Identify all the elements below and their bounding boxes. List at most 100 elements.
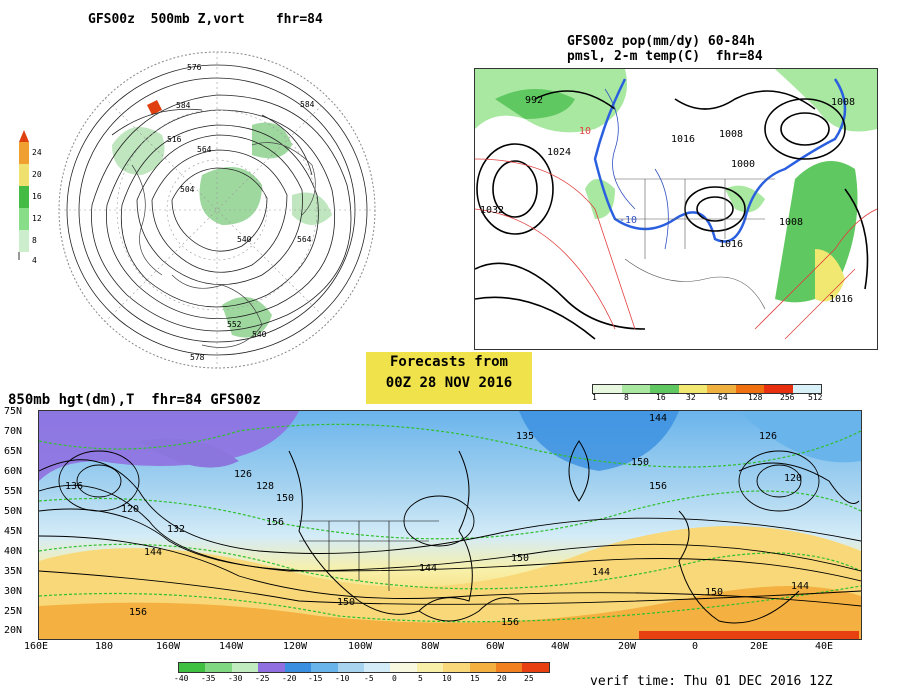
panel-pop-title-line1: GFS00z pop(mm/dy) 60-84h [567, 34, 755, 49]
isobar-label: 1024 [547, 147, 572, 158]
temp-tick: -20 [282, 674, 297, 683]
temp-colorbar-ticks: -40 -35 -30 -25 -20 -15 -10 -5 0 5 10 15… [168, 674, 568, 684]
temp-tick: -35 [201, 674, 216, 683]
lat-label: 20N [4, 625, 23, 636]
temp-tick: 15 [470, 674, 480, 683]
lat-label: 65N [4, 446, 23, 457]
lon-label: 20E [750, 641, 769, 652]
contour-label: 564 [297, 235, 312, 244]
lat-label: 25N [4, 606, 23, 617]
lon-label: 60W [486, 641, 505, 652]
hgt-label: 126 [759, 431, 778, 442]
hgt-label: 120 [784, 473, 803, 484]
lon-label: 40W [551, 641, 570, 652]
panel-500mb-title: GFS00z 500mb Z,vort fhr=84 [88, 12, 323, 27]
contour-label: 552 [227, 320, 242, 329]
pop-tick: 128 [748, 393, 763, 402]
panel-850mb-title: 850mb hgt(dm),T fhr=84 GFS00z [8, 392, 261, 408]
temp-colorbar-segment [337, 663, 364, 672]
isobar-label: 1016 [719, 239, 744, 250]
temp-tick: -15 [308, 674, 323, 683]
temp-colorbar-segment [179, 663, 206, 672]
panel-pop-title-line2: pmsl, 2-m temp(C) fhr=84 [567, 49, 763, 64]
lat-label: 70N [4, 426, 23, 437]
hgt-label: 144 [592, 567, 611, 578]
temp-tick: -10 [335, 674, 350, 683]
hgt-label: 128 [256, 481, 275, 492]
temp-colorbar-segment [416, 663, 444, 672]
temp-colorbar-segment [258, 663, 285, 672]
lon-axis: 160E 180 160W 140W 120W 100W 80W 60W 40W… [0, 641, 900, 655]
lat-label: 50N [4, 506, 23, 517]
vort-tick: 20 [32, 170, 42, 179]
pop-tick: 256 [780, 393, 795, 402]
isobar-label: 1016 [829, 294, 854, 305]
contour-label: 578 [190, 353, 205, 362]
contour-label: 540 [252, 330, 267, 339]
pop-colorbar [592, 384, 822, 394]
hgt-label: 150 [511, 553, 530, 564]
pop-tick: 8 [624, 393, 629, 402]
temp-label: 10 [579, 126, 592, 137]
temp-tick: 25 [524, 674, 534, 683]
pop-colorbar-segment [593, 385, 622, 393]
temp-tick: -25 [255, 674, 270, 683]
lat-label: 35N [4, 566, 23, 577]
hgt-label: 144 [791, 581, 810, 592]
hgt-label: 150 [337, 597, 356, 608]
banner-line1: Forecasts from [389, 354, 508, 370]
contour-label: 576 [187, 63, 202, 72]
pop-colorbar-ticks: 1 8 16 32 64 128 256 512 [592, 393, 823, 403]
lat-label: 45N [4, 526, 23, 537]
lon-label: 140W [219, 641, 244, 652]
temp-colorbar-segment [311, 663, 338, 672]
pop-colorbar-segment [621, 385, 650, 393]
contour-label: 540 [237, 235, 252, 244]
hgt-label: 132 [167, 524, 186, 535]
pop-map-svg [475, 69, 877, 340]
pop-tick: 32 [686, 393, 696, 402]
pop-colorbar-segment [735, 385, 764, 393]
hgt-label: 150 [276, 493, 295, 504]
pop-tick: 64 [718, 393, 728, 402]
lon-label: 100W [348, 641, 373, 652]
hgt-label: 156 [266, 517, 285, 528]
hgt-label: 156 [501, 617, 520, 628]
verif-time: verif time: Thu 01 DEC 2016 12Z [590, 674, 833, 689]
pop-tick: 1 [592, 393, 597, 402]
lon-label: 0 [692, 641, 699, 652]
vort-tick: 4 [32, 256, 37, 265]
vort-tick: 12 [32, 214, 42, 223]
lon-label: 160W [156, 641, 181, 652]
850mb-map-svg [39, 411, 861, 639]
lat-label: 55N [4, 486, 23, 497]
vort-tick: 24 [32, 148, 42, 157]
lat-label: 40N [4, 546, 23, 557]
temp-tick: -40 [174, 674, 189, 683]
lat-label: 30N [4, 586, 23, 597]
hgt-label: 156 [649, 481, 668, 492]
lon-label: 180 [95, 641, 114, 652]
temp-colorbar-segment [363, 663, 391, 672]
hgt-label: 144 [419, 563, 438, 574]
isobar-label: 1008 [719, 129, 744, 140]
hgt-label: 126 [234, 469, 253, 480]
temp-colorbar-segment [284, 663, 312, 672]
isobar-label: 1008 [779, 217, 804, 228]
hgt-label: 135 [516, 431, 535, 442]
isobar-label: 1032 [480, 205, 505, 216]
temp-tick: 20 [497, 674, 507, 683]
contour-label: 584 [176, 101, 191, 110]
temp-tick: -5 [364, 674, 374, 683]
contour-label: 516 [167, 135, 182, 144]
contour-label: 584 [300, 100, 315, 109]
temp-colorbar-segment [390, 663, 417, 672]
forecast-banner: Forecasts from 00Z 28 NOV 2016 [366, 352, 532, 404]
banner-line2: 00Z 28 NOV 2016 [385, 375, 513, 391]
isobar-label: 1016 [671, 134, 696, 145]
isobar-label: 992 [525, 95, 544, 106]
contour-label: 564 [197, 145, 212, 154]
pop-tick: 512 [808, 393, 823, 402]
hgt-label: 136 [65, 481, 84, 492]
temp-tick: 0 [392, 674, 397, 683]
